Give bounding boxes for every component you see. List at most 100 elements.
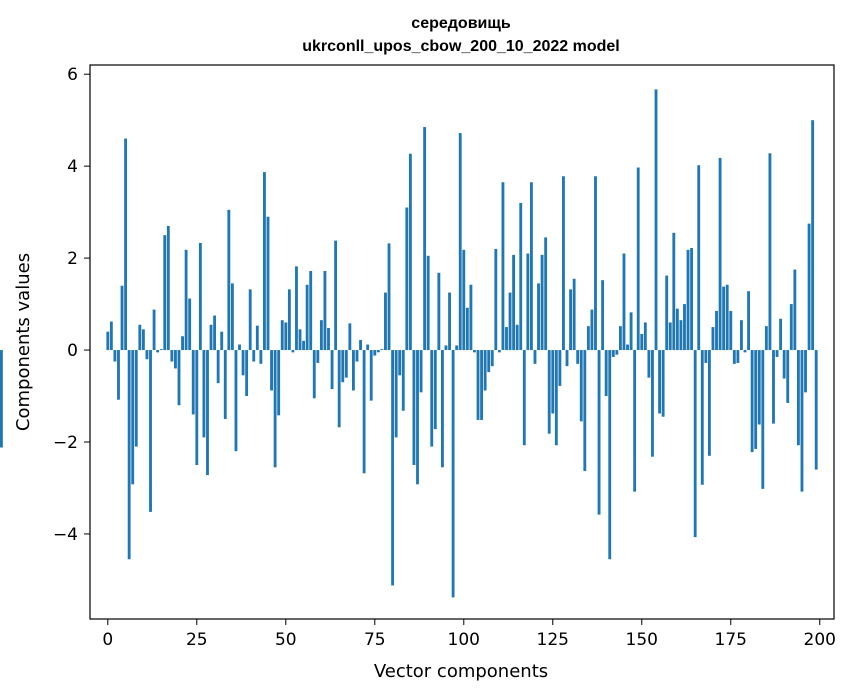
bar-component-58 bbox=[312, 350, 316, 399]
bar-component-151 bbox=[643, 322, 647, 351]
bar-component-98 bbox=[455, 345, 459, 351]
bar-component-191 bbox=[786, 350, 790, 403]
x-tick-label: 25 bbox=[186, 630, 208, 650]
x-tick-label: 0 bbox=[102, 630, 113, 650]
bar-component-148 bbox=[633, 350, 637, 492]
bar-component-142 bbox=[611, 350, 615, 357]
bar-component-163 bbox=[686, 249, 690, 351]
bar-component-55 bbox=[302, 340, 306, 351]
x-tick-label: 100 bbox=[448, 630, 480, 650]
bar-component-143 bbox=[615, 350, 619, 355]
bar-component-170 bbox=[711, 327, 715, 351]
bar-component-179 bbox=[743, 350, 747, 353]
bar-component-129 bbox=[565, 350, 569, 367]
bar-component-45 bbox=[266, 216, 270, 351]
bar-component-13 bbox=[152, 309, 156, 351]
bar-component-33 bbox=[223, 350, 227, 420]
bar-component-121 bbox=[537, 283, 540, 351]
bar-component-71 bbox=[359, 339, 362, 351]
bar-component-139 bbox=[601, 280, 605, 351]
bar-component-189 bbox=[779, 318, 783, 351]
bar-component-116 bbox=[519, 202, 523, 351]
bar-component-38 bbox=[241, 350, 245, 376]
bar-component-178 bbox=[740, 320, 743, 351]
bar-component-20 bbox=[177, 350, 181, 406]
bar-component-24 bbox=[191, 350, 195, 415]
x-tick-label: 150 bbox=[626, 630, 658, 650]
bar-component-126 bbox=[554, 350, 558, 446]
bar-component-68 bbox=[348, 323, 352, 351]
y-tick-label: 4 bbox=[67, 157, 78, 177]
bar-component-42 bbox=[255, 325, 259, 351]
bar-component-125 bbox=[551, 350, 555, 414]
bar-component-93 bbox=[437, 272, 441, 351]
bar-component-47 bbox=[273, 350, 277, 468]
bar-component-120 bbox=[533, 350, 537, 364]
bar-component-67 bbox=[344, 350, 348, 378]
bar-component-168 bbox=[704, 350, 708, 363]
x-axis-ticks: 0 25 50 75 100 125 150 175 200 bbox=[102, 619, 836, 650]
bar-component-184 bbox=[761, 350, 765, 489]
bar-component-61 bbox=[323, 270, 327, 351]
bar-component-123 bbox=[544, 237, 548, 351]
bar-component-188 bbox=[775, 350, 779, 357]
bar-component-51 bbox=[287, 289, 291, 351]
chart-title-line1: середовищь bbox=[411, 15, 511, 32]
x-tick-label: 175 bbox=[715, 630, 747, 650]
bar-component-22 bbox=[184, 249, 188, 351]
bar-component-131 bbox=[572, 278, 576, 351]
x-tick-label: 50 bbox=[275, 630, 297, 650]
bar-component-31 bbox=[216, 350, 220, 384]
bar-component-89 bbox=[423, 127, 427, 351]
bar-component-75 bbox=[373, 350, 377, 356]
bar-component-118 bbox=[526, 253, 530, 351]
bar-component-181 bbox=[750, 350, 754, 453]
bar-component-46 bbox=[270, 350, 273, 391]
bar-component-54 bbox=[298, 329, 302, 351]
bar-component-138 bbox=[597, 350, 601, 515]
bar-component-136 bbox=[590, 309, 594, 351]
bar-component-157 bbox=[665, 275, 669, 351]
bar-component-63 bbox=[330, 350, 334, 390]
bar-component-94 bbox=[441, 350, 444, 468]
bar-component-26 bbox=[198, 242, 202, 351]
bar-component-173 bbox=[722, 286, 726, 351]
bar-component-165 bbox=[693, 350, 697, 538]
bar-component-146 bbox=[626, 344, 629, 351]
bar-component-78 bbox=[384, 292, 387, 351]
bar-component-77 bbox=[380, 349, 384, 351]
bar-component-29 bbox=[209, 324, 213, 351]
x-tick-label: 200 bbox=[804, 630, 836, 650]
y-tick-label: −4 bbox=[53, 525, 78, 545]
bar-component-196 bbox=[804, 350, 807, 393]
bar-component-111 bbox=[501, 182, 505, 351]
bar-component-8 bbox=[134, 350, 138, 447]
bar-component-53 bbox=[295, 266, 298, 351]
bar-component-39 bbox=[245, 350, 249, 397]
bar-component-177 bbox=[736, 350, 740, 363]
x-tick-label: 125 bbox=[537, 630, 569, 650]
bar-component-28 bbox=[206, 350, 209, 476]
bar-component-144 bbox=[618, 326, 622, 351]
bar-component-115 bbox=[515, 324, 519, 351]
bar-component-127 bbox=[558, 350, 562, 386]
bar-component-114 bbox=[512, 254, 516, 351]
bar-component-186 bbox=[768, 153, 772, 351]
bar-component-85 bbox=[408, 153, 412, 351]
bar-component-57 bbox=[309, 270, 313, 351]
bar-component-90 bbox=[426, 255, 430, 351]
bar-component-141 bbox=[608, 350, 612, 560]
bar-component-140 bbox=[604, 350, 608, 397]
bar-component-156 bbox=[661, 350, 665, 417]
bar-component-undefined bbox=[0, 350, 3, 448]
bar-component-187 bbox=[772, 350, 775, 424]
bar-component-134 bbox=[583, 350, 587, 471]
bar-component-166 bbox=[697, 165, 701, 351]
bar-component-106 bbox=[483, 350, 487, 391]
y-axis-label: Components values bbox=[13, 253, 34, 431]
bar-component-86 bbox=[412, 350, 416, 465]
bar-component-7 bbox=[131, 350, 135, 485]
bar-component-161 bbox=[679, 320, 683, 351]
bar-component-15 bbox=[159, 349, 163, 351]
